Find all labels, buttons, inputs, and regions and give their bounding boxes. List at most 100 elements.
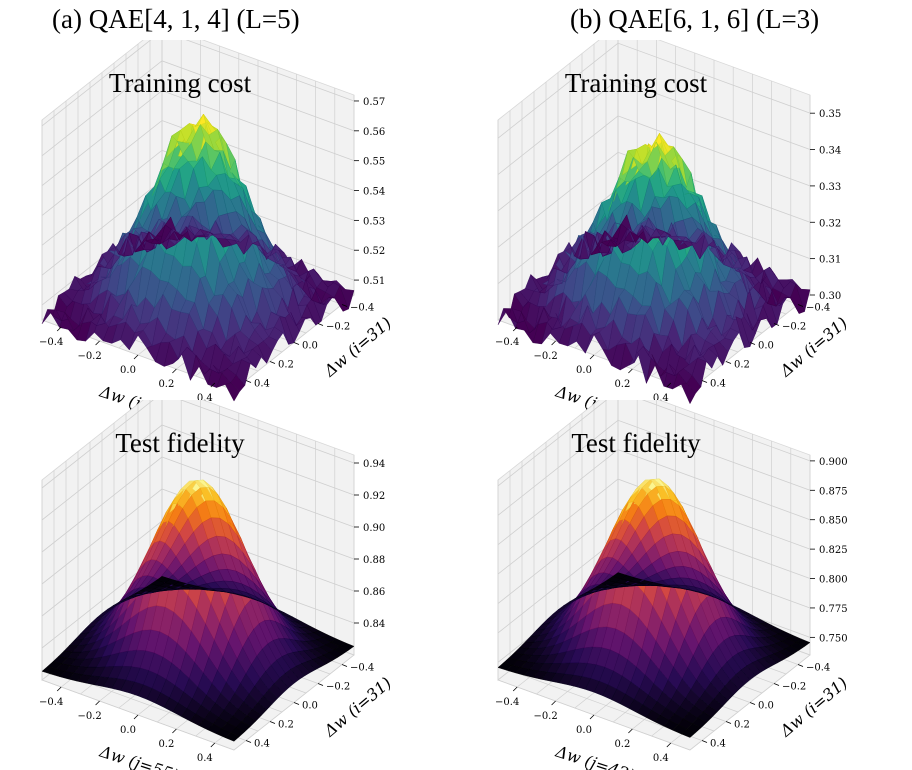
y-tick-mark (749, 342, 756, 345)
y-tick-label: 0.0 (302, 341, 318, 352)
y-tick-label: 0.4 (254, 379, 270, 390)
z-tick-label: 0.34 (819, 146, 841, 157)
grid-line (497, 151, 811, 248)
y-tick-label: −0.2 (782, 682, 806, 693)
x-tick-mark (666, 742, 672, 748)
x-tick-mark (628, 728, 633, 734)
z-tick-label: 0.750 (819, 633, 848, 644)
x-tick-mark (133, 354, 139, 360)
y-tick-mark (773, 683, 780, 686)
y-tick-label: 0.2 (734, 720, 750, 731)
grid-line (689, 455, 811, 751)
surface-patch (795, 638, 811, 647)
surface (41, 479, 355, 742)
x-tick-mark (56, 686, 62, 692)
grid-line (41, 400, 355, 489)
plot-title: Training cost (109, 68, 252, 98)
z-tick-label: 0.33 (819, 182, 841, 193)
y-tick-mark (293, 342, 300, 345)
x-tick-mark (666, 382, 672, 388)
y-tick-label: −0.4 (806, 663, 830, 674)
x-tick-label: 0.0 (120, 725, 136, 736)
plot-title: Training cost (565, 68, 708, 98)
z-tick-label: 0.92 (363, 491, 385, 502)
y-tick-label: 0.4 (254, 739, 270, 750)
grid-line (497, 449, 811, 546)
y-tick-label: 0.2 (278, 720, 294, 731)
y-tick-mark (749, 702, 756, 705)
grid-line (497, 79, 811, 175)
surface-plot-svg: −0.4−0.20.00.20.4−0.4−0.20.00.20.40.7500… (495, 400, 851, 770)
column-title-b: (b) QAE[6, 1, 6] (L=3) (570, 4, 820, 34)
grid-line (41, 424, 355, 521)
plot-test-fidelity-b: −0.4 −0.2 0.0 0.2 0.4 −0.4 −0.2 0.0 0.2 0.4 0.750 0… (456, 400, 912, 770)
z-tick-label: 0.56 (363, 127, 385, 138)
z-tick-label: 0.875 (819, 486, 848, 497)
x-tick-label: −0.4 (39, 697, 63, 708)
surface-plot-svg: −0.4−0.20.00.20.4−0.4−0.20.00.20.40.840.… (39, 400, 395, 770)
x-tick-mark (551, 340, 556, 346)
y-tick-mark (341, 304, 348, 307)
z-tick-label: 0.88 (363, 555, 385, 566)
x-tick-label: 0.4 (653, 393, 669, 404)
z-tick-label: 0.84 (363, 619, 385, 630)
y-tick-mark (269, 721, 276, 724)
z-tick-label: 0.57 (363, 97, 385, 108)
x-tick-label: −0.4 (39, 337, 63, 348)
x-tick-mark (56, 326, 62, 332)
z-tick-label: 0.51 (363, 276, 385, 287)
y-tick-label: 0.0 (758, 341, 774, 352)
grid-line (233, 455, 355, 751)
grid-line (497, 508, 811, 604)
x-tick-mark (172, 728, 177, 734)
x-tick-mark (551, 700, 556, 706)
y-tick-mark (245, 740, 252, 743)
y-tick-label: −0.4 (350, 663, 374, 674)
z-tick-label: 0.94 (363, 459, 385, 470)
surface (497, 478, 811, 738)
x-tick-label: 0.4 (197, 393, 213, 404)
grid-line (497, 478, 811, 575)
x-tick-label: 0.2 (158, 379, 174, 390)
grid-line (41, 120, 355, 216)
z-tick-label: 0.32 (819, 218, 841, 229)
y-tick-mark (317, 323, 324, 326)
x-tick-mark (512, 326, 518, 332)
plot-training-cost-a: −0.4 −0.2 0.0 0.2 0.4 −0.4 −0.2 0.0 0.2 0.4 0.51 0.… (0, 40, 456, 410)
y-tick-mark (725, 721, 732, 724)
plot-test-fidelity-a: −0.4 −0.2 0.0 0.2 0.4 −0.4 −0.2 0.0 0.2 0.4 0.84 0.… (0, 400, 456, 770)
surface-patch (795, 283, 811, 313)
x-tick-label: −0.4 (495, 697, 519, 708)
y-tick-mark (701, 380, 708, 383)
y-tick-label: −0.4 (806, 303, 830, 314)
y-tick-label: 0.2 (734, 360, 750, 371)
y-tick-mark (797, 304, 804, 307)
surface-plot-svg: −0.4−0.20.00.20.4−0.4−0.20.00.20.40.300.… (495, 40, 851, 410)
y-tick-mark (701, 740, 708, 743)
y-tick-label: 0.4 (710, 379, 726, 390)
z-tick-label: 0.850 (819, 516, 848, 527)
y-tick-mark (269, 361, 276, 364)
y-tick-label: −0.2 (782, 322, 806, 333)
x-tick-label: 0.2 (614, 739, 630, 750)
x-tick-mark (589, 714, 595, 720)
y-tick-mark (725, 361, 732, 364)
z-tick-label: 0.30 (819, 291, 841, 302)
z-tick-label: 0.52 (363, 246, 385, 257)
z-tick-label: 0.800 (819, 575, 848, 586)
x-tick-label: 0.4 (653, 753, 669, 764)
x-tick-mark (95, 700, 100, 706)
x-tick-mark (512, 686, 518, 692)
x-tick-label: 0.4 (197, 753, 213, 764)
x-tick-mark (589, 354, 595, 360)
grid-line (497, 42, 811, 139)
surface (497, 132, 811, 405)
grid-line (497, 115, 811, 212)
y-tick-mark (293, 702, 300, 705)
y-tick-label: 0.0 (758, 701, 774, 712)
y-tick-label: −0.2 (326, 682, 350, 693)
grid-line (41, 40, 355, 127)
z-tick-label: 0.35 (819, 109, 841, 120)
y-tick-mark (245, 380, 252, 383)
column-title-a: (a) QAE[4, 1, 4] (L=5) (52, 4, 300, 34)
